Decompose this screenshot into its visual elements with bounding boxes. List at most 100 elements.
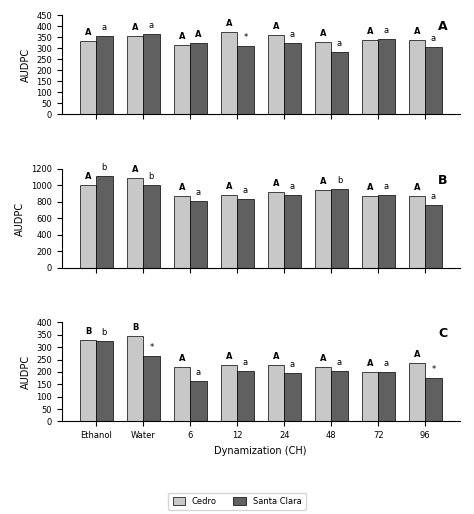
Text: a: a xyxy=(243,358,248,367)
Text: a: a xyxy=(243,186,248,195)
Text: a: a xyxy=(431,192,436,201)
Bar xyxy=(378,372,395,421)
Bar xyxy=(96,341,113,421)
Text: A: A xyxy=(414,351,420,359)
Bar xyxy=(174,367,190,421)
Bar xyxy=(268,192,284,268)
Text: a: a xyxy=(149,21,154,30)
Text: b: b xyxy=(337,176,342,185)
Text: a: a xyxy=(102,23,107,32)
Text: A: A xyxy=(85,28,91,37)
Text: A: A xyxy=(132,165,138,174)
Bar xyxy=(221,195,237,268)
Text: a: a xyxy=(290,181,295,191)
Bar xyxy=(80,41,96,115)
Bar xyxy=(127,178,143,268)
Text: A: A xyxy=(85,173,91,181)
Text: a: a xyxy=(196,188,201,197)
Bar xyxy=(409,40,425,115)
Text: a: a xyxy=(337,358,342,367)
Text: A: A xyxy=(273,179,279,188)
Bar xyxy=(284,194,301,268)
Bar xyxy=(80,186,96,268)
Text: A: A xyxy=(226,182,232,191)
Text: A: A xyxy=(320,177,326,187)
Bar xyxy=(190,201,207,268)
Bar xyxy=(127,36,143,115)
Text: b: b xyxy=(102,163,107,172)
Text: *: * xyxy=(431,365,436,374)
Bar xyxy=(268,364,284,421)
Bar xyxy=(237,371,254,421)
Bar xyxy=(331,52,347,115)
Text: C: C xyxy=(439,327,448,340)
Text: A: A xyxy=(179,183,185,192)
Text: B: B xyxy=(85,327,91,336)
Text: A: A xyxy=(414,27,420,35)
Bar xyxy=(378,194,395,268)
Bar xyxy=(331,371,347,421)
Bar xyxy=(143,185,160,268)
Bar xyxy=(362,40,378,115)
Bar xyxy=(237,46,254,115)
Text: A: A xyxy=(320,354,326,363)
Text: A: A xyxy=(273,22,279,31)
Bar xyxy=(143,34,160,115)
Text: b: b xyxy=(102,328,107,337)
Text: b: b xyxy=(149,172,154,180)
Bar xyxy=(174,196,190,268)
Bar xyxy=(315,367,331,421)
Text: B: B xyxy=(132,323,138,332)
Bar xyxy=(284,373,301,421)
Bar xyxy=(96,176,113,268)
Bar xyxy=(268,35,284,115)
Y-axis label: AUDPC: AUDPC xyxy=(20,355,30,389)
Text: A: A xyxy=(179,32,185,41)
Bar xyxy=(362,372,378,421)
Bar xyxy=(237,199,254,268)
Text: a: a xyxy=(196,368,201,377)
Text: A: A xyxy=(414,183,420,192)
Bar xyxy=(127,336,143,421)
Bar xyxy=(96,36,113,115)
Bar xyxy=(80,340,96,421)
Bar xyxy=(143,356,160,421)
Bar xyxy=(425,47,442,115)
Bar xyxy=(221,32,237,115)
Text: A: A xyxy=(226,352,232,361)
Bar xyxy=(425,205,442,268)
Text: A: A xyxy=(367,183,373,192)
Bar xyxy=(409,363,425,421)
Text: A: A xyxy=(438,21,448,33)
Bar xyxy=(221,364,237,421)
Text: *: * xyxy=(149,343,154,352)
Text: a: a xyxy=(384,181,389,191)
Bar xyxy=(409,196,425,268)
Text: B: B xyxy=(438,174,448,187)
X-axis label: Dynamization (CH): Dynamization (CH) xyxy=(214,446,307,456)
Text: A: A xyxy=(195,30,201,39)
Bar xyxy=(190,43,207,115)
Bar xyxy=(331,189,347,268)
Text: a: a xyxy=(290,360,295,369)
Text: a: a xyxy=(431,34,436,43)
Text: a: a xyxy=(337,39,342,48)
Text: A: A xyxy=(273,352,279,361)
Text: A: A xyxy=(179,354,185,363)
Legend: Cedro, Santa Clara: Cedro, Santa Clara xyxy=(168,492,306,510)
Bar xyxy=(425,378,442,421)
Text: a: a xyxy=(384,359,389,368)
Bar xyxy=(315,190,331,268)
Y-axis label: AUDPC: AUDPC xyxy=(15,201,25,235)
Text: A: A xyxy=(132,23,138,32)
Text: A: A xyxy=(367,27,373,35)
Text: *: * xyxy=(243,33,247,42)
Text: a: a xyxy=(384,26,389,34)
Text: A: A xyxy=(226,19,232,28)
Bar xyxy=(378,39,395,115)
Bar xyxy=(174,45,190,115)
Bar xyxy=(362,196,378,268)
Bar xyxy=(190,381,207,421)
Text: a: a xyxy=(290,30,295,39)
Text: A: A xyxy=(367,359,373,368)
